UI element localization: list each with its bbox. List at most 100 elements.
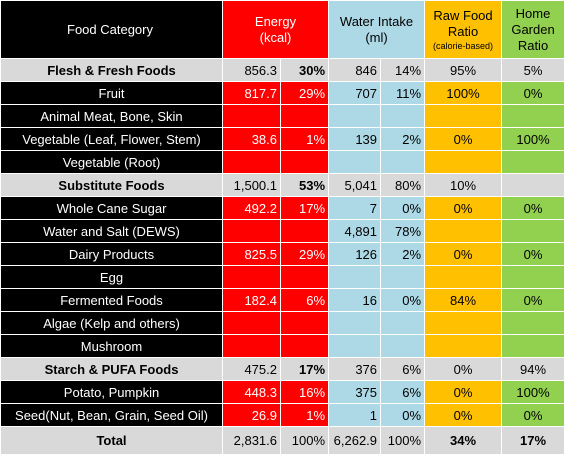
water-percent-cell: 2% xyxy=(380,242,426,266)
water-percent-cell: 80% xyxy=(380,173,426,197)
water-cell: 16 xyxy=(328,288,382,312)
table-row: Algae (Kelp and others) xyxy=(0,311,564,335)
raw-ratio-cell: 95% xyxy=(424,58,503,82)
energy-percent-cell: 29% xyxy=(279,81,330,105)
table-row: Dairy Products 825.5 29% 126 2% 0% 0% xyxy=(0,242,564,266)
category-cell: Whole Cane Sugar xyxy=(0,196,223,220)
garden-ratio-cell: 0% xyxy=(501,403,564,427)
raw-ratio-cell: 10% xyxy=(424,173,503,197)
water-percent-cell xyxy=(380,265,426,289)
energy-percent-cell xyxy=(279,150,330,174)
water-percent-cell: 6% xyxy=(380,357,426,381)
water-cell xyxy=(328,265,382,289)
garden-ratio-cell xyxy=(501,311,564,335)
water-percent-cell xyxy=(380,104,426,128)
water-percent-cell: 2% xyxy=(380,127,426,151)
water-percent-cell: 0% xyxy=(380,403,426,427)
energy-cell xyxy=(222,150,281,174)
water-percent-cell: 100% xyxy=(380,426,426,455)
water-percent-cell: 11% xyxy=(380,81,426,105)
water-cell xyxy=(328,334,382,358)
category-cell: Potato, Pumpkin xyxy=(0,380,223,404)
energy-percent-cell: 16% xyxy=(279,380,330,404)
raw-ratio-cell: 0% xyxy=(424,196,503,220)
garden-ratio-cell xyxy=(501,173,564,197)
water-cell: 5,041 xyxy=(328,173,382,197)
table-row: Egg xyxy=(0,265,564,289)
garden-ratio-cell xyxy=(501,150,564,174)
garden-ratio-cell: 0% xyxy=(501,288,564,312)
raw-ratio-cell xyxy=(424,311,503,335)
water-cell xyxy=(328,150,382,174)
category-cell: Algae (Kelp and others) xyxy=(0,311,223,335)
category-cell: Vegetable (Root) xyxy=(0,150,223,174)
category-cell: Water and Salt (DEWS) xyxy=(0,219,223,243)
garden-ratio-cell: 17% xyxy=(501,426,564,455)
table-row: Whole Cane Sugar 492.2 17% 7 0% 0% 0% xyxy=(0,196,564,220)
energy-cell xyxy=(222,219,281,243)
energy-cell: 817.7 xyxy=(222,81,281,105)
category-cell: Seed(Nut, Bean, Grain, Seed Oil) xyxy=(0,403,223,427)
water-cell: 126 xyxy=(328,242,382,266)
energy-percent-cell: 1% xyxy=(279,403,330,427)
water-cell xyxy=(328,311,382,335)
header-food-category: Food Category xyxy=(0,0,223,59)
energy-cell xyxy=(222,311,281,335)
raw-ratio-cell xyxy=(424,104,503,128)
group-row: Substitute Foods 1,500.1 53% 5,041 80% 10% xyxy=(0,173,564,197)
garden-ratio-cell xyxy=(501,334,564,358)
raw-ratio-cell xyxy=(424,219,503,243)
energy-cell: 1,500.1 xyxy=(222,173,281,197)
table-row: Vegetable (Leaf, Flower, Stem) 38.6 1% 139 2… xyxy=(0,127,564,151)
water-percent-cell xyxy=(380,311,426,335)
garden-ratio-cell: 0% xyxy=(501,81,564,105)
energy-percent-cell xyxy=(279,219,330,243)
garden-ratio-cell: 100% xyxy=(501,380,564,404)
category-cell: Animal Meat, Bone, Skin xyxy=(0,104,223,128)
header-row: Food Category Energy (kcal) Water Intake… xyxy=(0,0,564,59)
raw-ratio-cell: 0% xyxy=(424,127,503,151)
energy-cell: 182.4 xyxy=(222,288,281,312)
water-cell: 375 xyxy=(328,380,382,404)
water-cell: 139 xyxy=(328,127,382,151)
water-percent-cell: 6% xyxy=(380,380,426,404)
garden-ratio-cell xyxy=(501,265,564,289)
energy-cell: 2,831.6 xyxy=(222,426,281,455)
water-cell: 6,262.9 xyxy=(328,426,382,455)
category-cell: Total xyxy=(0,426,223,455)
energy-percent-cell: 17% xyxy=(279,357,330,381)
raw-ratio-cell: 100% xyxy=(424,81,503,105)
table-row: Fermented Foods 182.4 6% 16 0% 84% 0% xyxy=(0,288,564,312)
energy-percent-cell: 100% xyxy=(279,426,330,455)
energy-cell: 856.3 xyxy=(222,58,281,82)
garden-ratio-cell: 0% xyxy=(501,242,564,266)
water-cell: 707 xyxy=(328,81,382,105)
table-row: Potato, Pumpkin 448.3 16% 375 6% 0% 100% xyxy=(0,380,564,404)
category-cell: Dairy Products xyxy=(0,242,223,266)
raw-ratio-cell: 34% xyxy=(424,426,503,455)
raw-ratio-cell xyxy=(424,150,503,174)
table-row: Vegetable (Root) xyxy=(0,150,564,174)
energy-cell: 825.5 xyxy=(222,242,281,266)
water-cell: 846 xyxy=(328,58,382,82)
water-percent-cell xyxy=(380,334,426,358)
header-raw-food-ratio: Raw Food Ratio (calorie-based) xyxy=(424,0,503,59)
raw-ratio-cell: 0% xyxy=(424,242,503,266)
energy-percent-cell xyxy=(279,334,330,358)
water-cell: 376 xyxy=(328,357,382,381)
energy-cell xyxy=(222,104,281,128)
table-row: Animal Meat, Bone, Skin xyxy=(0,104,564,128)
group-row: Starch & PUFA Foods 475.2 17% 376 6% 0% 94% xyxy=(0,357,564,381)
energy-percent-cell: 6% xyxy=(279,288,330,312)
raw-ratio-cell xyxy=(424,334,503,358)
water-percent-cell: 0% xyxy=(380,288,426,312)
energy-percent-cell: 53% xyxy=(279,173,330,197)
garden-ratio-cell: 5% xyxy=(501,58,564,82)
category-cell: Mushroom xyxy=(0,334,223,358)
raw-ratio-cell xyxy=(424,265,503,289)
energy-percent-cell xyxy=(279,311,330,335)
energy-cell: 38.6 xyxy=(222,127,281,151)
water-cell: 1 xyxy=(328,403,382,427)
energy-percent-cell: 1% xyxy=(279,127,330,151)
category-cell: Starch & PUFA Foods xyxy=(0,357,223,381)
